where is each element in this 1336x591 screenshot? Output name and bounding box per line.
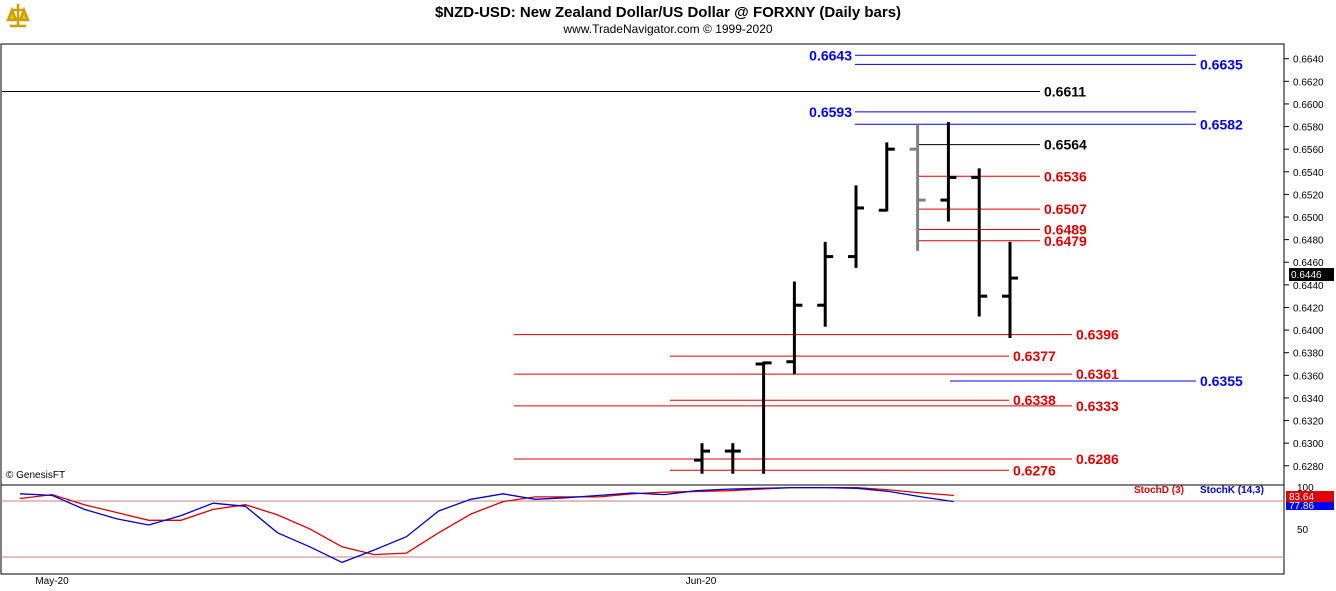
level-label: 0.6611 [1044, 83, 1086, 99]
osc-tick-50: 50 [1297, 525, 1309, 536]
logo-icon [2, 1, 35, 34]
y-tick-label: 0.6480 [1293, 236, 1324, 247]
y-tick-label: 0.6580 [1293, 123, 1324, 134]
y-tick-label: 0.6380 [1293, 349, 1324, 360]
level-label: 0.6338 [1013, 392, 1056, 408]
y-tick-label: 0.6520 [1293, 190, 1324, 201]
last-price-marker: 0.6446 [1289, 268, 1334, 281]
copyright-text: www.TradeNavigator.com © 1999-2020 [562, 22, 772, 36]
level-label: 0.6564 [1044, 137, 1087, 153]
y-tick-label: 0.6620 [1293, 77, 1324, 88]
chart-title: $NZD-USD: New Zealand Dollar/US Dollar @… [435, 4, 901, 21]
y-tick-label: 0.6340 [1293, 394, 1324, 405]
stochk-legend: StochK (14,3) [1200, 485, 1264, 496]
stochk-value: 77.86 [1289, 501, 1314, 512]
price-bars [694, 122, 1018, 474]
level-label: 0.6355 [1200, 373, 1243, 389]
y-tick-label: 0.6360 [1293, 371, 1324, 382]
level-label: 0.6396 [1076, 327, 1119, 343]
y-tick-label: 0.6560 [1293, 145, 1324, 156]
watermark-text: © GenesisFT [6, 470, 65, 481]
oscillator-panel-frame [0, 484, 1285, 575]
level-label: 0.6361 [1076, 366, 1119, 382]
level-lines: 0.6643 0.6635 0.6611 0.6593 0.6582 0.6564 0.65… [2, 47, 1243, 478]
x-axis: May-20 Jun-20 [35, 576, 716, 587]
y-tick-label: 0.6420 [1293, 303, 1324, 314]
level-label: 0.6489 [1044, 221, 1087, 237]
price-panel-frame [0, 43, 1285, 486]
level-label: 0.6377 [1013, 348, 1056, 364]
y-tick-label: 0.6540 [1293, 168, 1324, 179]
level-label: 0.6536 [1044, 168, 1087, 184]
stochd-legend: StochD (3) [1134, 485, 1184, 496]
y-tick-label: 0.6460 [1293, 258, 1324, 269]
y-tick-label: 0.6600 [1293, 100, 1324, 111]
oscillator-panel: 100 50 77.86 83.64 StochD (3) StochK (14… [1, 483, 1334, 564]
stochk-value-box [1286, 500, 1334, 510]
y-tick-label: 0.6440 [1293, 281, 1324, 292]
y-tick-label: 0.6300 [1293, 439, 1324, 450]
last-price-value: 0.6446 [1291, 270, 1322, 281]
x-label-jun: Jun-20 [686, 576, 717, 587]
stochk-series [19, 486, 954, 564]
level-label: 0.6582 [1200, 116, 1243, 132]
x-label-may: May-20 [35, 576, 69, 587]
y-tick-label: 0.6400 [1293, 326, 1324, 337]
y-tick-label: 0.6500 [1293, 213, 1324, 224]
level-label: 0.6593 [809, 104, 852, 120]
level-label: 0.6643 [809, 47, 852, 63]
y-tick-label: 0.6320 [1293, 417, 1324, 428]
level-label: 0.6333 [1076, 398, 1119, 414]
stochd-value-box [1286, 491, 1334, 502]
y-tick-label: 0.6280 [1293, 462, 1324, 473]
price-axis [1285, 44, 1335, 574]
level-label: 0.6479 [1044, 233, 1087, 249]
y-axis: 0.6280 0.6300 0.6320 0.6340 0.6360 0.6380 0.64… [1284, 55, 1324, 473]
level-label: 0.6635 [1200, 56, 1243, 72]
stochd-value: 83.64 [1289, 492, 1314, 503]
level-label: 0.6507 [1044, 201, 1087, 217]
y-tick-label: 0.6640 [1293, 55, 1324, 66]
osc-tick-100: 100 [1297, 483, 1314, 494]
level-label: 0.6276 [1013, 462, 1056, 478]
level-label: 0.6286 [1076, 451, 1119, 467]
